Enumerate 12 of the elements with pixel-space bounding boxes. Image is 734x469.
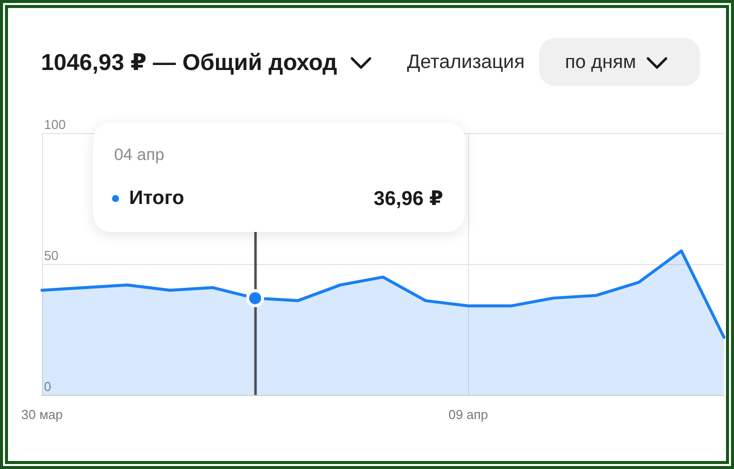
annotation: 36,96 ₽ (374, 188, 444, 210)
y-tick-label: 50 (44, 248, 58, 263)
legend-label: Итого (129, 187, 184, 210)
y-tick-label: 100 (44, 117, 66, 132)
x-tick-label: 09 апр (448, 407, 488, 422)
text: Детализация (407, 51, 525, 73)
annotation: 04 апр (114, 146, 164, 164)
dropdown-button: по дням (539, 38, 700, 86)
tooltip-card: 04 апр Итого 36,96 ₽ (93, 122, 466, 232)
x-tick-label: 30 мар (21, 407, 63, 422)
chart-title: 1046,93 ₽ — Общий доход (41, 49, 338, 75)
y-tick-label: 0 (44, 379, 52, 394)
